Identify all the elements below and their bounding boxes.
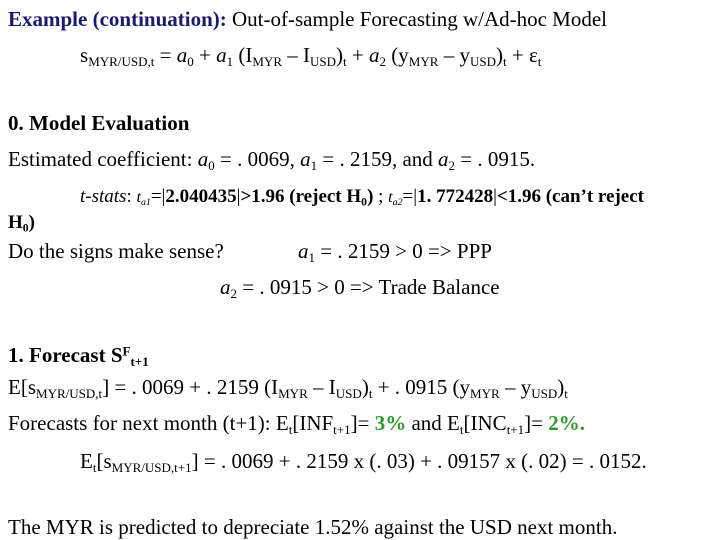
coef-a2: . 0915 <box>477 147 530 171</box>
section1-heading: 1. Forecast SFt+1 <box>8 342 149 368</box>
coef-a0: . 0069 <box>237 147 290 171</box>
tstat-a2: 1. 772428 <box>417 186 494 207</box>
tstat-a1-rule: >1.96 (reject H <box>240 186 362 207</box>
coef-label: Estimated coefficient: <box>8 147 198 171</box>
tstat-a2-rule: <1.96 (can’t reject <box>496 186 644 207</box>
conclusion: The MYR is predicted to depreciate 1.52%… <box>8 515 618 539</box>
coefficients-line: Estimated coefficient: a0 = . 0069, a1 =… <box>8 147 536 173</box>
next-month-line: Forecasts for next month (t+1): Et[INFt+… <box>8 411 585 437</box>
model-equation: sMYR/USD,t = a0 + a1 (IMYR – IUSD)t + a2… <box>80 43 542 69</box>
title-bold: Example (continuation): <box>8 7 227 31</box>
inc-value: 2%. <box>548 411 585 435</box>
signs-question: Do the signs make sense? <box>8 239 224 263</box>
tstat-a1: 2.040435 <box>165 186 237 207</box>
tstats-wrap: H0) <box>8 212 35 235</box>
tstats-wrap-h: H <box>8 212 23 233</box>
sign-a2-line: a2 = . 0915 > 0 => Trade Balance <box>220 275 500 301</box>
slide-title: Example (continuation): Out-of-sample Fo… <box>8 6 607 32</box>
tstats-label: t-stats <box>80 186 127 207</box>
forecast-equation: E[sMYR/USD,t] = . 0069 + . 2159 (IMYR – … <box>8 375 568 401</box>
coef-a1: . 2159 <box>339 147 392 171</box>
section1-heading-sup: F <box>122 343 131 359</box>
sign-a1: . 2159 > 0 => PPP <box>337 239 492 263</box>
signs-line: Do the signs make sense? <box>8 238 224 264</box>
section1-heading-text: 1. Forecast S <box>8 343 123 367</box>
inf-value: 3% <box>374 411 407 435</box>
forecast-calc: Et[sMYR/USD,t+1] = . 0069 + . 2159 x (. … <box>80 449 647 475</box>
sign-a1-line: a1 = . 2159 > 0 => PPP <box>298 239 492 265</box>
sign-a2: . 0915 > 0 => Trade Balance <box>259 275 500 299</box>
title-rest: Out-of-sample Forecasting w/Ad-hoc Model <box>226 7 608 31</box>
next-month-label: Forecasts for next month (t+1): <box>8 411 276 435</box>
section0-heading: 0. Model Evaluation <box>8 111 190 135</box>
section1-heading-sub: t+1 <box>130 353 149 369</box>
tstats-line: t-stats: ta1=|2.040435|>1.96 (reject H0)… <box>80 186 644 209</box>
